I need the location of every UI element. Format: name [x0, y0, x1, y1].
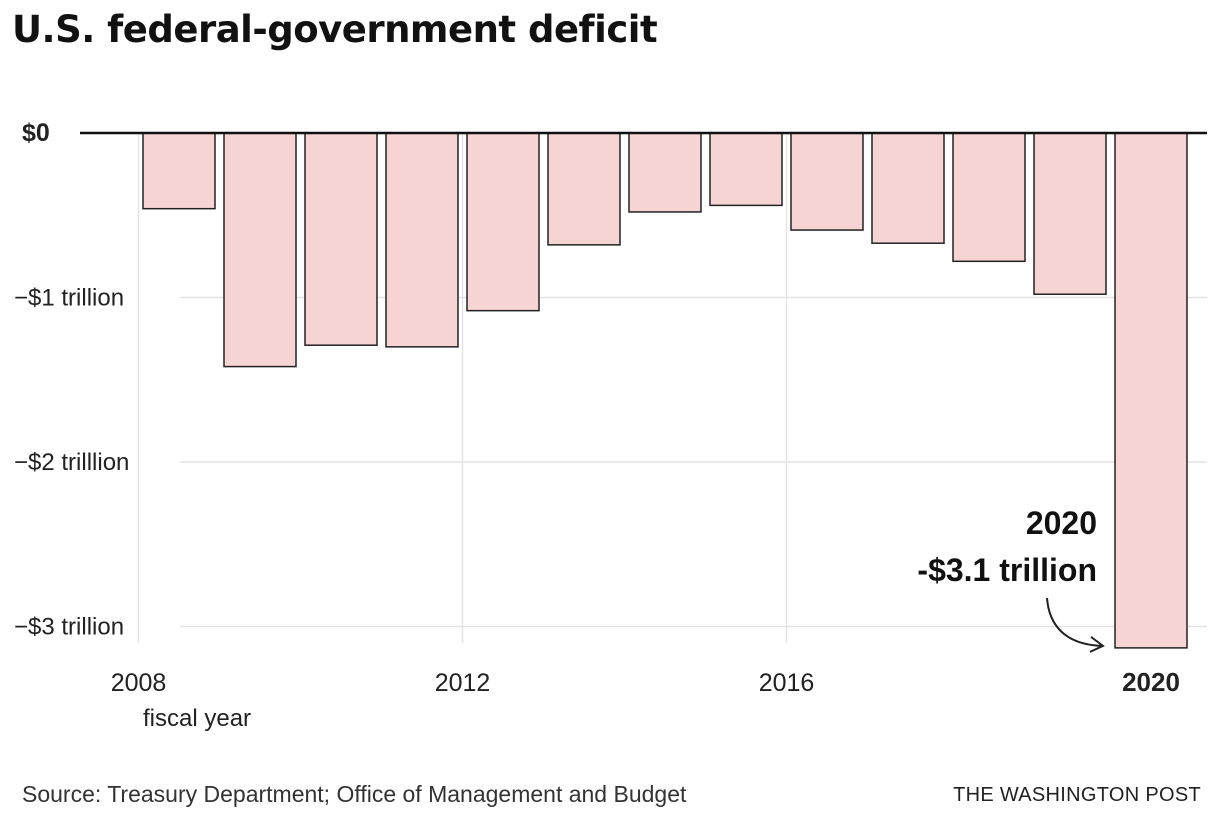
bar-2015	[709, 132, 783, 207]
bar-2008	[142, 132, 216, 210]
bar-2014	[628, 132, 702, 213]
bar-2020	[1114, 132, 1188, 649]
y-tick-labels: $0 −$1 trillion −$2 trilllion −$3 trillion	[14, 119, 129, 641]
publisher-credit: THE WASHINGTON POST	[953, 784, 1201, 806]
annotation-2020: 2020 -$3.1 trillion	[917, 505, 1105, 653]
annotation-arrow	[1046, 597, 1104, 647]
x-tick-label: 2012	[435, 669, 491, 697]
chart-title: U.S. federal-government deficit	[12, 8, 658, 51]
x-axis-label: fiscal year	[143, 705, 251, 732]
x-tick-labels: 2008 2012 2016 2020	[111, 667, 1180, 697]
annotation-arrowhead	[1089, 636, 1105, 653]
bar-2009	[223, 132, 297, 368]
bar-2012	[466, 132, 540, 312]
x-tick-label: 2008	[111, 669, 167, 697]
deficit-bar-chart: $0−$1 trillion−$2 trilllion−$3 trillion …	[14, 119, 1207, 732]
x-tick-label: 2016	[759, 669, 815, 697]
y-tick-label: −$3 trillion	[14, 614, 124, 641]
y-tick-label: −$2 trilllion	[14, 449, 129, 476]
x-tick-label: 2020	[1122, 667, 1180, 697]
y-tick-label: −$1 trillion	[14, 285, 124, 312]
bars	[142, 132, 1188, 649]
bar-2017	[871, 132, 945, 244]
bar-2019	[1033, 132, 1107, 295]
bar-2018	[952, 132, 1026, 263]
bar-2016	[790, 132, 864, 231]
annotation-year: 2020	[1026, 505, 1097, 541]
bar-2013	[547, 132, 621, 246]
source-note: Source: Treasury Department; Office of M…	[22, 781, 687, 807]
bar-2011	[385, 132, 459, 348]
y-tick-label: $0	[22, 119, 50, 147]
bar-2010	[304, 132, 378, 346]
annotation-value: -$3.1 trillion	[917, 552, 1097, 588]
